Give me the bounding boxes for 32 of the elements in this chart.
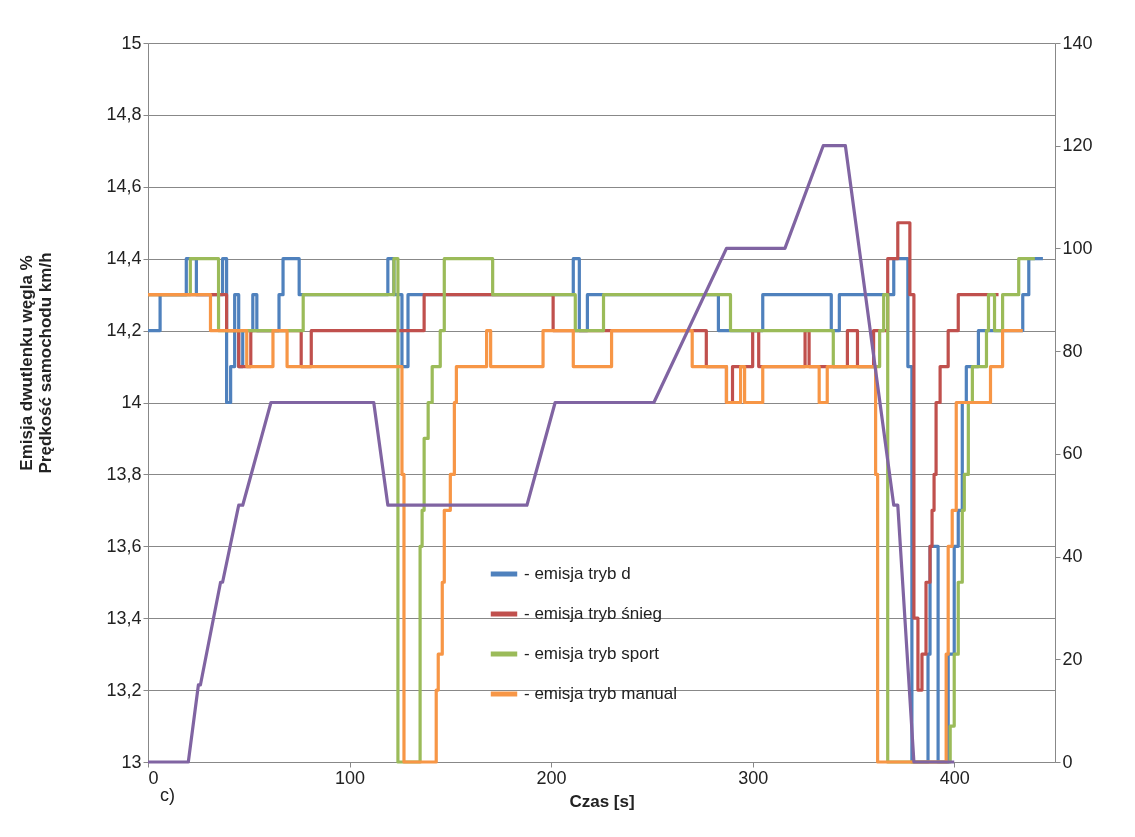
y-tick-label: 14,8: [106, 104, 142, 125]
x-tick-label: 200: [536, 767, 567, 788]
y-tick-label: 13,6: [106, 535, 142, 556]
y2-tick-label: 60: [1062, 443, 1083, 464]
y-tick-label: 14,4: [106, 248, 142, 269]
x-axis-title: Czas [s]: [569, 791, 635, 811]
y2-tick-label: 40: [1062, 546, 1083, 567]
y-axis-title: Emisja dwutlenku węgla % Prędkość samochodu km/h: [16, 252, 55, 474]
legend-label: - emisja tryb sport: [524, 644, 660, 663]
y-tick-label: 14,2: [106, 320, 142, 341]
line-series: [146, 144, 956, 764]
y-tick-label: 13,2: [106, 679, 142, 700]
y-tick-label: 13: [121, 751, 142, 772]
y2-tick-label: 0: [1062, 751, 1073, 772]
y-tick-label: 14: [121, 392, 142, 412]
legend-label: - emisja tryb śnieg: [524, 604, 662, 623]
y-tick-label: 14,6: [106, 176, 142, 197]
x-tick-label: 400: [939, 767, 970, 788]
x-tick-label: 0: [148, 767, 159, 788]
y-tick-label: 13,8: [106, 463, 142, 484]
legend-label: - emisja tryb d: [524, 564, 631, 583]
text: c): [160, 785, 175, 806]
y2-tick-label: 20: [1062, 648, 1083, 669]
x-tick-label: 100: [335, 767, 366, 788]
y2-tick-label: 80: [1062, 340, 1083, 361]
y2-tick-label: 100: [1062, 237, 1093, 258]
y2-tick-label: 120: [1062, 135, 1093, 156]
x-tick-label: 300: [738, 767, 769, 788]
y-tick-label: 13,4: [106, 607, 142, 628]
legend-label: - emisja tryb manual: [524, 684, 678, 703]
y-tick-label: 15: [121, 32, 142, 53]
y2-tick-label: 140: [1062, 32, 1093, 53]
